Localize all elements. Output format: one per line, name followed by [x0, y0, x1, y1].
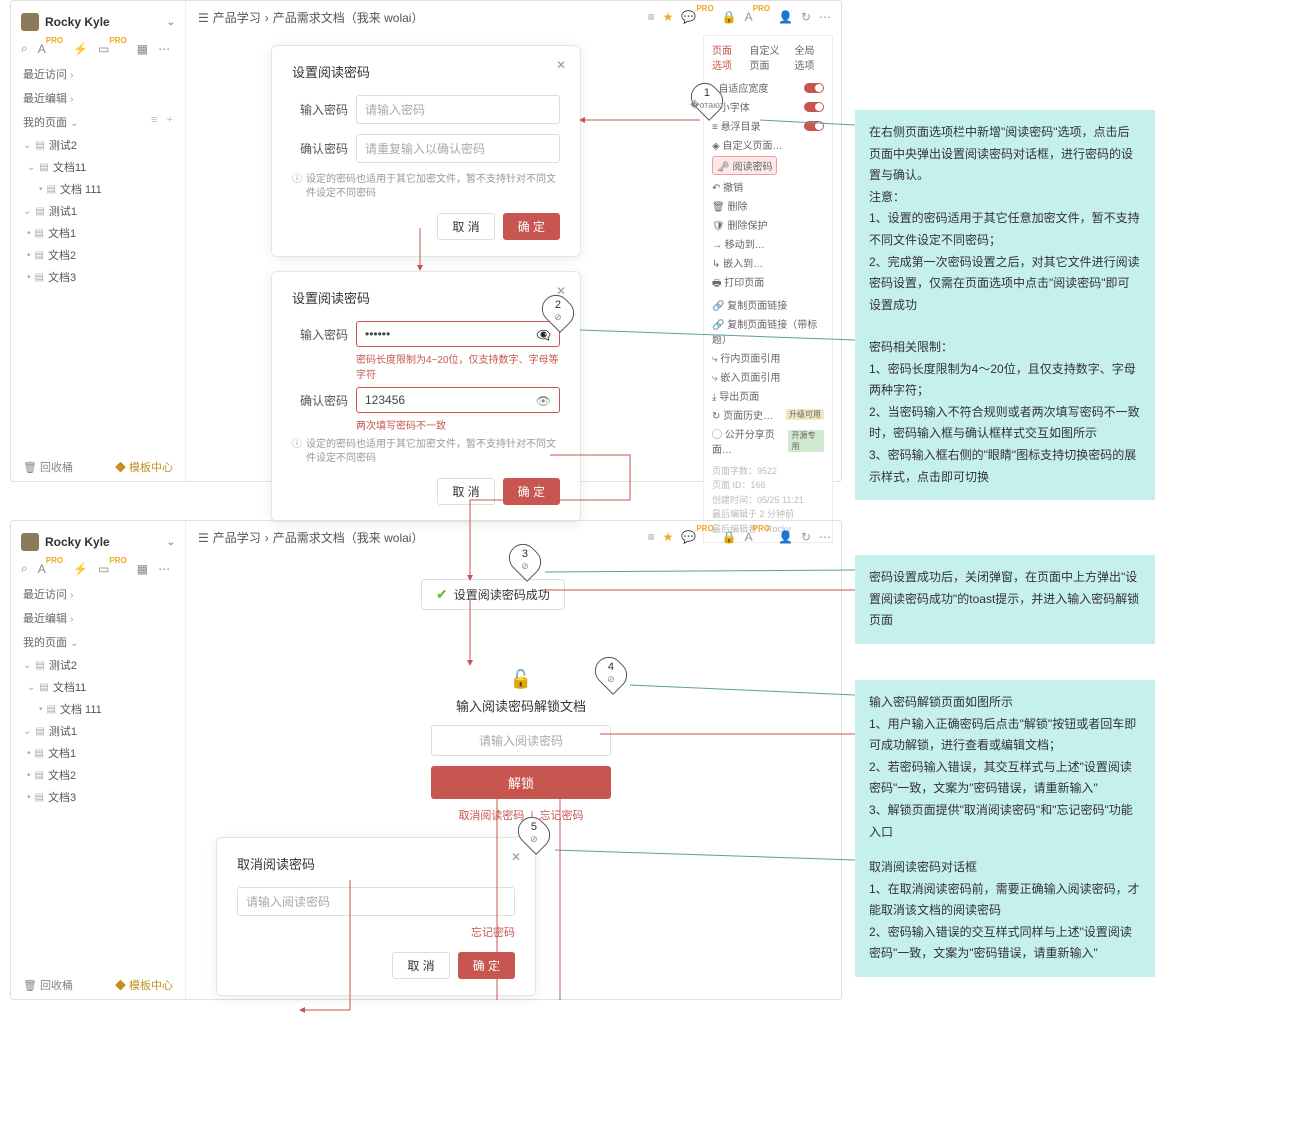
star-icon[interactable]: ★ — [663, 10, 674, 24]
confirm-input[interactable]: 请重复输入以确认密码 — [356, 134, 560, 163]
flash-icon[interactable]: ⚡ — [73, 42, 88, 56]
unlock-input[interactable]: 请输入阅读密码 — [431, 725, 611, 756]
cancel-password-dialog: 取消阅读密码 ✕ 请输入阅读密码 忘记密码 取 消确 定 — [216, 837, 536, 996]
tree-doc111[interactable]: •▤文档 111 — [11, 178, 185, 200]
avatar — [21, 13, 39, 31]
cancel-pwd-link[interactable]: 取消阅读密码 — [458, 810, 524, 822]
ai2-icon[interactable]: APRO — [745, 9, 770, 24]
toc-icon[interactable]: ≡ — [648, 10, 655, 24]
history-icon[interactable]: ↻ — [801, 10, 811, 24]
ok-button[interactable]: 确 定 — [503, 213, 560, 240]
box-icon[interactable]: ▭PRO — [98, 41, 127, 56]
cancel-button[interactable]: 取 消 — [392, 952, 449, 979]
lock-icon[interactable]: 🔒 — [722, 10, 737, 24]
annotation-4: 输入密码解锁页面如图所示 1、用户输入正确密码后点击"解锁"按钮或者回车即可成功… — [855, 680, 1155, 855]
tab-custom[interactable]: 自定义页面 — [750, 42, 787, 72]
forgot-link[interactable]: 忘记密码 — [237, 924, 515, 940]
cancel-pwd-input[interactable]: 请输入阅读密码 — [237, 887, 515, 916]
tree-doc2[interactable]: •▤文档2 — [11, 244, 185, 266]
unlock-button[interactable]: 解锁 — [431, 766, 611, 799]
share-icon[interactable]: 👤 — [778, 10, 793, 24]
toggle[interactable] — [804, 83, 824, 93]
eye-icon[interactable]: 👁 — [536, 394, 551, 408]
annotation-2: 密码相关限制： 1、密码长度限制为4～20位，且仅支持数字、字母两种字符； 2、… — [855, 325, 1155, 500]
tree-doc11[interactable]: ⌄▤文档11 — [11, 156, 185, 178]
check-icon: ✔ — [436, 586, 448, 603]
chevron-down-icon: ⌄ — [167, 17, 175, 28]
tree-doc3[interactable]: •▤文档3 — [11, 266, 185, 288]
comment-icon[interactable]: 💬PRO — [681, 9, 713, 24]
ai-icon[interactable]: APRO — [38, 41, 63, 56]
tab-global[interactable]: 全局选项 — [794, 42, 824, 72]
ok-button[interactable]: 确 定 — [458, 952, 515, 979]
top-actions: ≡ ★ 💬PRO 🔒 APRO 👤 ↻ ⋯ — [648, 9, 831, 24]
annotation-1: 在右侧页面选项栏中新增"阅读密码"选项，点击后页面中央弹出设置阅读密码对话框，进… — [855, 110, 1155, 328]
unlock-panel: 🔓 输入阅读密码解锁文档 请输入阅读密码 解锁 取消阅读密码 | 忘记密码 — [421, 669, 621, 823]
set-password-dialog: 设置阅读密码 ✕ 输入密码请输入密码 确认密码请重复输入以确认密码 ⓘ设定的密码… — [271, 45, 581, 257]
annotation-3: 密码设置成功后，关闭弹窗，在页面中上方弹出"设置阅读密码成功"的toast提示，… — [855, 555, 1155, 644]
error-text: 密码长度限制为4~20位，仅支持数字、字母等字符 — [356, 351, 560, 381]
more2-icon[interactable]: ⋯ — [819, 10, 831, 24]
password-input[interactable]: ••••••👁‍🗨 — [356, 321, 560, 347]
close-icon[interactable]: ✕ — [511, 850, 521, 864]
search-icon[interactable]: ⌕ — [21, 41, 28, 56]
menu-icon[interactable]: ☰ — [198, 11, 209, 25]
unlock-title: 输入阅读密码解锁文档 — [421, 696, 621, 715]
info-icon: ⓘ — [292, 173, 302, 201]
tree-test2[interactable]: ⌄▤测试2 — [11, 134, 185, 156]
error-text: 两次填写密码不一致 — [356, 417, 560, 432]
read-password-option[interactable]: 🗝 阅读密码 — [712, 154, 824, 177]
user-header[interactable]: Rocky Kyle ⌄ — [11, 9, 185, 35]
password-input[interactable]: 请输入密码 — [356, 95, 560, 124]
sidebar: Rocky Kyle ⌄ ⌕ APRO ⚡ ▭PRO ▦ ⋯ 最近访问 › 最近编… — [11, 1, 186, 481]
eye-off-icon[interactable]: 👁‍🗨 — [536, 328, 551, 342]
success-toast: ✔设置阅读密码成功 — [421, 579, 565, 610]
tab-page[interactable]: 页面选项 — [712, 42, 742, 72]
cal-icon[interactable]: ▦ — [137, 42, 148, 56]
cancel-button[interactable]: 取 消 — [437, 478, 494, 505]
template-center[interactable]: ◆ 模板中心 — [115, 459, 173, 475]
sidebar-toolbar: ⌕ APRO ⚡ ▭PRO ▦ ⋯ — [11, 35, 185, 62]
trash[interactable]: 🗑 回收桶 — [23, 459, 73, 475]
confirm-input[interactable]: 123456👁 — [356, 387, 560, 413]
annotation-5: 取消阅读密码对话框 1、在取消阅读密码前，需要正确输入阅读密码，才能取消该文档的… — [855, 845, 1155, 977]
forgot-link[interactable]: 忘记密码 — [540, 810, 584, 822]
tree-doc1[interactable]: •▤文档1 — [11, 222, 185, 244]
nav-mypages[interactable]: 我的页面 ⌄≡ + — [11, 110, 185, 134]
nav-edit[interactable]: 最近编辑 › — [11, 86, 185, 110]
username: Rocky Kyle — [45, 15, 110, 29]
cancel-button[interactable]: 取 消 — [437, 213, 494, 240]
nav-recent[interactable]: 最近访问 › — [11, 62, 185, 86]
dialog-title: 设置阅读密码 — [292, 62, 560, 81]
main-area: ☰产品学习 › 产品需求文档（我来 wolai） ≡★ 💬PRO🔒 APRO👤 … — [186, 1, 841, 481]
ok-button[interactable]: 确 定 — [503, 478, 560, 505]
toggle[interactable] — [804, 102, 824, 112]
close-icon[interactable]: ✕ — [556, 58, 566, 72]
toggle[interactable] — [804, 121, 824, 131]
lock-icon: 🔓 — [421, 669, 621, 690]
sidebar: Rocky Kyle⌄ ⌕APRO⚡▭PRO▦⋯ 最近访问 › 最近编辑 › 我… — [11, 521, 186, 999]
tree-test1[interactable]: ⌄▤测试1 — [11, 200, 185, 222]
set-password-dialog-error: 设置阅读密码 ✕ 输入密码••••••👁‍🗨 密码长度限制为4~20位，仅支持数… — [271, 271, 581, 522]
more-icon[interactable]: ⋯ — [158, 42, 170, 56]
